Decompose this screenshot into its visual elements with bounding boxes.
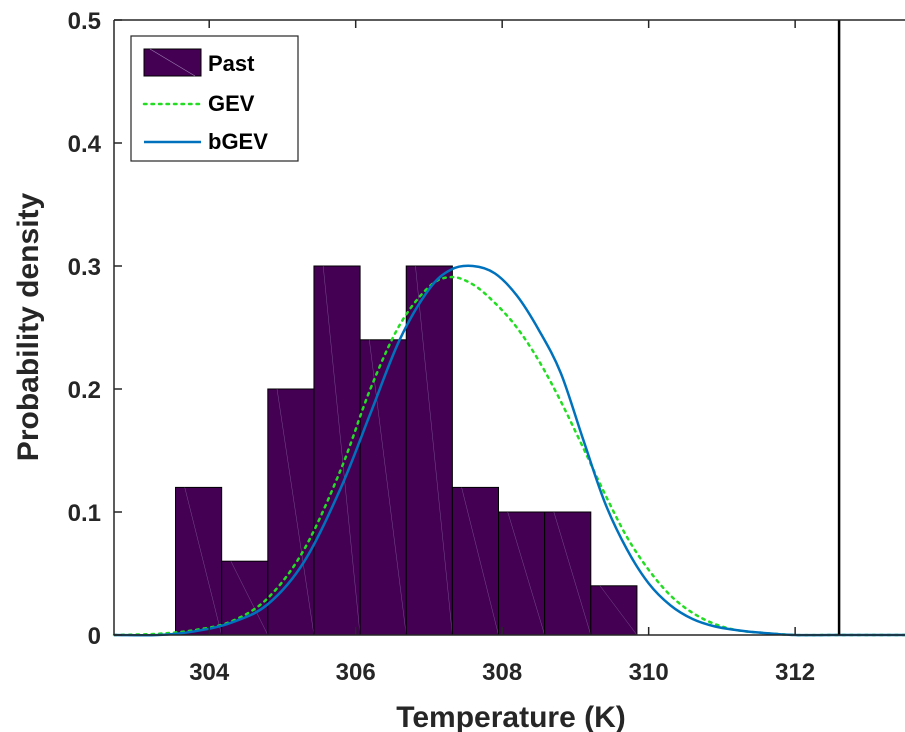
histogram-bar — [498, 511, 546, 636]
y-tick-label: 0.1 — [68, 500, 101, 527]
y-tick-label: 0.4 — [68, 131, 102, 158]
histogram-bar — [359, 339, 407, 636]
legend-gev-label: GEV — [208, 91, 255, 116]
histogram-bar-hatch — [415, 265, 453, 636]
y-tick-label: 0.2 — [68, 377, 101, 404]
histogram-bar-hatch — [553, 511, 592, 636]
x-tick-label: 306 — [336, 659, 376, 686]
histogram-bar — [451, 486, 500, 636]
histogram-bar — [405, 265, 453, 636]
histogram-bar-hatch — [276, 388, 315, 636]
histogram-bar — [175, 486, 223, 636]
x-tick-label: 312 — [775, 659, 815, 686]
histogram-bar-hatch — [599, 585, 638, 636]
legend-past-hatch — [149, 48, 196, 77]
bgev-curve — [113, 264, 905, 637]
x-tick-label: 310 — [629, 659, 669, 686]
y-ticks: 0 0.1 0.2 0.3 0.4 0.5 — [68, 8, 122, 650]
histogram-bar-hatch — [507, 511, 545, 636]
x-tick-label: 308 — [482, 659, 522, 686]
histogram-bar — [313, 265, 361, 636]
legend: Past GEV bGEV — [130, 35, 299, 162]
x-ticks: 304 306 308 310 312 — [189, 20, 815, 686]
histogram-bar — [267, 388, 315, 636]
x-tick-label: 304 — [189, 659, 230, 686]
x-axis-label: Temperature (K) — [396, 701, 625, 732]
histogram-bar-hatch — [369, 339, 407, 636]
histogram-bar-hatch — [230, 561, 269, 636]
histogram-bar-hatch — [184, 487, 222, 636]
histogram-bar-hatch — [461, 487, 499, 636]
legend-bgev-label: bGEV — [208, 129, 268, 154]
histogram-bar-hatch — [322, 265, 361, 636]
y-tick-label: 0.5 — [68, 8, 101, 35]
y-tick-label: 0.3 — [68, 254, 101, 281]
legend-past-label: Past — [208, 51, 255, 76]
y-axis-label: Probability density — [12, 192, 45, 461]
histogram-bars — [175, 265, 638, 636]
y-tick-label: 0 — [88, 623, 101, 650]
histogram-bar — [590, 585, 638, 636]
histogram-bar — [544, 511, 592, 636]
